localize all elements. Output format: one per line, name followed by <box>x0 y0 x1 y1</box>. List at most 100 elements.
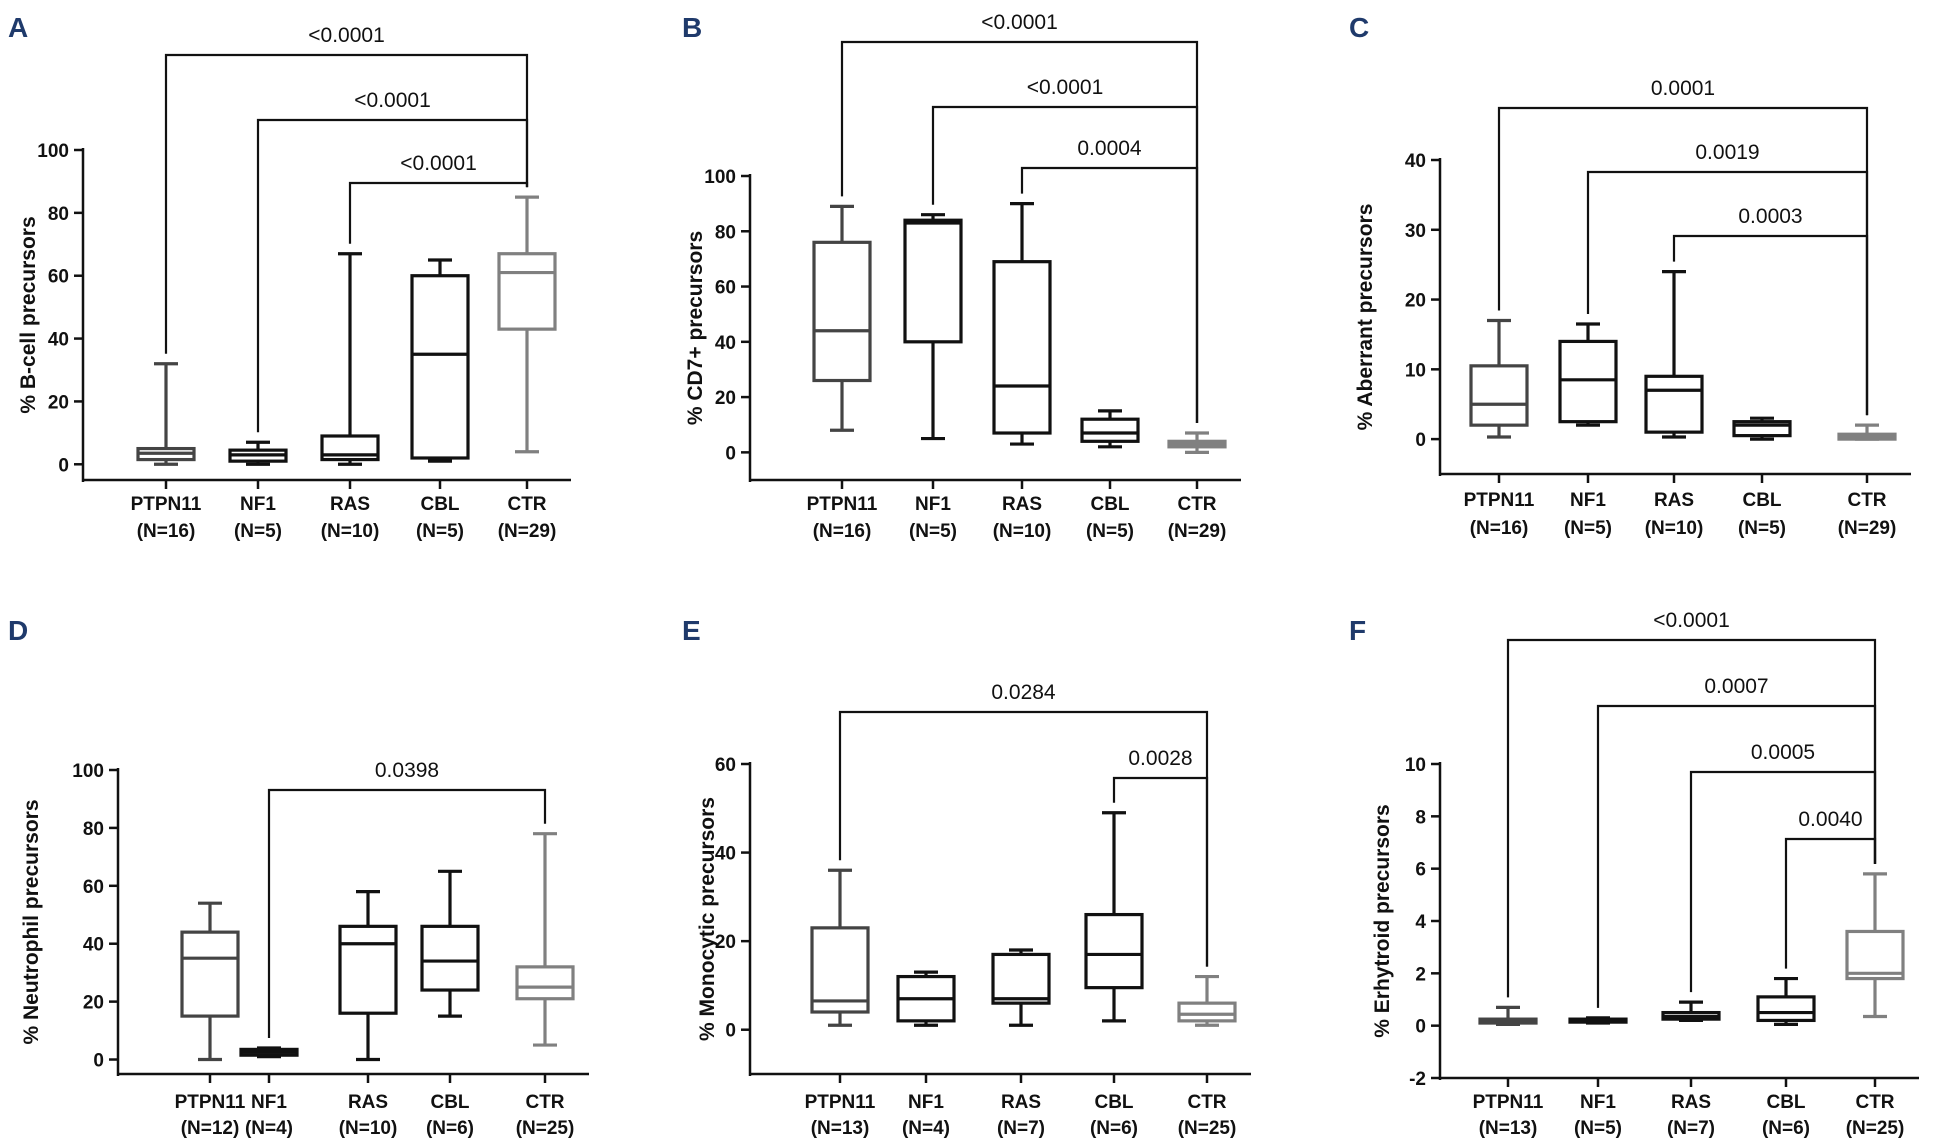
category-label: CBL <box>1090 494 1129 515</box>
box-ras: RAS (N=10) <box>320 252 380 542</box>
bracket-line <box>1497 106 1869 416</box>
p-value-label: <0.0001 <box>1653 609 1730 632</box>
p-value-label: <0.0001 <box>354 89 431 112</box>
n-label: (N=5) <box>1086 521 1134 542</box>
bracket-line <box>1689 770 1877 993</box>
box-ras: RAS (N=10) <box>338 889 398 1139</box>
iqr-box <box>1084 912 1144 990</box>
box-nf1: NF1 (N=5) <box>228 440 288 542</box>
box-ptpn11: PTPN11 (N=16) <box>131 362 202 542</box>
box-ptpn11: PTPN11 (N=16) <box>807 204 878 542</box>
box-cbl: CBL (N=5) <box>410 258 470 542</box>
iqr-box <box>991 952 1051 1005</box>
y-tick-label: 20 <box>83 993 104 1014</box>
comparison-bracket: 0.0284 <box>838 681 1209 967</box>
category-label: NF1 <box>915 494 951 515</box>
comparison-bracket: 0.0004 <box>1020 137 1199 424</box>
n-label: (N=16) <box>137 521 196 542</box>
iqr-box <box>338 924 398 1015</box>
bracket-line <box>1586 170 1869 416</box>
y-tick-label: 40 <box>715 333 736 354</box>
p-value-label: 0.0040 <box>1798 808 1862 831</box>
box-nf1: NF1 (N=5) <box>1558 322 1618 539</box>
y-tick-label: 80 <box>48 204 69 225</box>
n-label: (N=5) <box>1738 518 1786 539</box>
box-nf1: NF1 (N=5) <box>903 213 963 542</box>
n-label: (N=4) <box>902 1118 950 1139</box>
box-cbl: CBL (N=6) <box>420 869 480 1139</box>
y-tick-label: 20 <box>715 932 736 953</box>
y-tick-label: 100 <box>704 167 736 188</box>
p-value-label: 0.0398 <box>375 759 439 782</box>
comparison-bracket: 0.0019 <box>1586 141 1869 416</box>
category-label: RAS <box>330 494 370 515</box>
box-ptpn11: PTPN11 (N=13) <box>805 868 876 1139</box>
y-tick-label: 4 <box>1415 912 1426 933</box>
comparison-bracket: <0.0001 <box>348 152 529 244</box>
y-axis-label: % Neutrophil precursors <box>20 799 43 1044</box>
comparison-bracket: 0.0005 <box>1689 741 1877 993</box>
comparison-bracket: 0.0398 <box>267 759 547 1038</box>
p-value-label: 0.0005 <box>1751 741 1815 764</box>
p-value-label: 0.0003 <box>1738 205 1802 228</box>
category-label: RAS <box>1671 1092 1711 1113</box>
p-value-label: 0.0007 <box>1704 675 1768 698</box>
p-value-label: 0.0001 <box>1651 77 1715 100</box>
panel-a: A % B-cell precursors 0 20 40 60 80 100 PTPN11 (N… <box>8 12 571 542</box>
comparison-bracket: <0.0001 <box>931 76 1199 424</box>
n-label: (N=13) <box>811 1118 870 1139</box>
y-tick-label: 60 <box>48 267 69 288</box>
category-label: CBL <box>430 1092 469 1113</box>
y-tick-label: 0 <box>58 455 69 476</box>
bracket-line <box>267 788 547 1038</box>
box-cbl: CBL (N=6) <box>1084 811 1144 1139</box>
category-label: NF1 <box>251 1092 287 1113</box>
n-label: (N=25) <box>1178 1118 1237 1139</box>
category-label: RAS <box>1001 1092 1041 1113</box>
iqr-box <box>992 260 1052 435</box>
y-tick-label: 20 <box>1405 291 1426 312</box>
category-label: CBL <box>1094 1092 1133 1113</box>
p-value-label: 0.0028 <box>1128 747 1192 770</box>
panel-letter: E <box>682 615 701 646</box>
box-ctr: CTR (N=29) <box>1837 423 1897 539</box>
comparison-bracket: <0.0001 <box>164 24 529 354</box>
box-nf1: NF1 (N=4) <box>896 970 956 1139</box>
p-value-label: <0.0001 <box>1027 76 1104 99</box>
category-label: NF1 <box>1580 1092 1616 1113</box>
comparison-bracket: 0.0001 <box>1497 77 1869 416</box>
category-label: CTR <box>1177 494 1216 515</box>
y-tick-label: 60 <box>715 278 736 299</box>
bracket-line <box>1112 776 1209 967</box>
panel-c: C % Aberrant precursors 0 10 20 30 40 PTPN11 (N=… <box>1349 12 1911 539</box>
panel-letter: D <box>8 615 28 646</box>
y-axis-label: % Aberrant precursors <box>1354 204 1377 431</box>
iqr-box <box>812 240 872 383</box>
box-cbl: CBL (N=5) <box>1080 409 1140 542</box>
panel-letter: A <box>8 12 28 43</box>
n-label: (N=13) <box>1479 1118 1538 1139</box>
y-tick-label: 80 <box>715 222 736 243</box>
category-label: PTPN11 <box>175 1092 246 1113</box>
iqr-box <box>1558 339 1618 424</box>
bracket-line <box>1784 837 1877 969</box>
y-axis-label: % CD7+ precursors <box>684 231 707 425</box>
comparison-bracket: <0.0001 <box>256 89 529 433</box>
y-tick-label: 40 <box>715 844 736 865</box>
category-label: PTPN11 <box>131 494 202 515</box>
n-label: (N=10) <box>321 521 380 542</box>
box-ctr: CTR (N=29) <box>497 195 557 542</box>
box-ctr: CTR (N=25) <box>1845 872 1905 1139</box>
p-value-label: <0.0001 <box>400 152 477 175</box>
y-tick-label: 0 <box>93 1051 104 1072</box>
n-label: (N=5) <box>1564 518 1612 539</box>
y-tick-label: 0 <box>1415 430 1426 451</box>
panel-f: F % Erhytroid precursors -2 0 2 4 6 8 10 PTPN11 (N… <box>1349 609 1919 1139</box>
category-label: PTPN11 <box>807 494 878 515</box>
n-label: (N=6) <box>1090 1118 1138 1139</box>
n-label: (N=6) <box>426 1118 474 1139</box>
n-label: (N=7) <box>1667 1118 1715 1139</box>
box-ras: RAS (N=7) <box>1661 1000 1721 1139</box>
p-value-label: <0.0001 <box>308 24 385 47</box>
